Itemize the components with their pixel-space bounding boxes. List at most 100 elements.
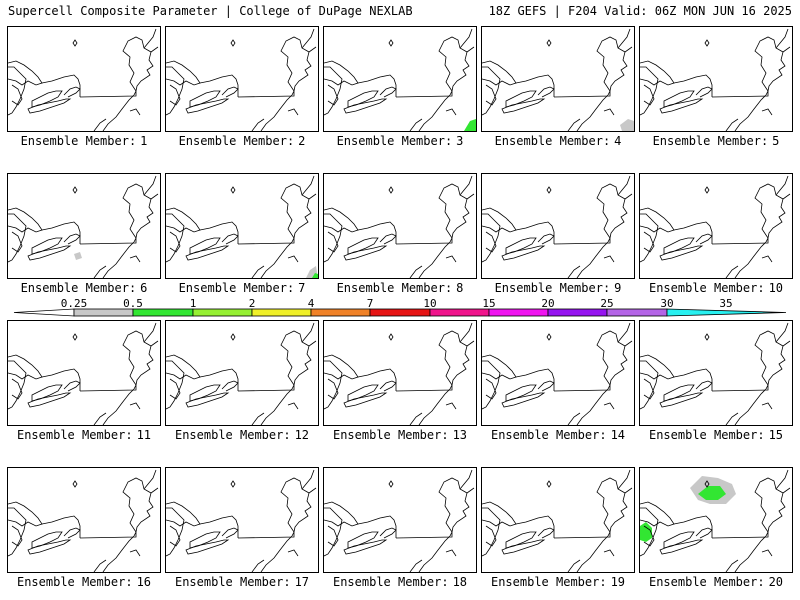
member-label-text: Ensemble Member: — [332, 428, 449, 442]
ensemble-member-map — [165, 467, 319, 573]
member-number: 14 — [610, 428, 626, 442]
member-number: 4 — [614, 134, 622, 148]
member-label-text: Ensemble Member: — [174, 428, 291, 442]
member-number: 16 — [136, 575, 152, 589]
member-label: Ensemble Member: 12 — [163, 428, 321, 442]
legend-color-bin — [73, 308, 134, 317]
legend-tick-label: 15 — [482, 297, 496, 310]
member-label: Ensemble Member: 8 — [321, 281, 479, 295]
legend-tick-label: 20 — [541, 297, 555, 310]
member-number: 17 — [294, 575, 310, 589]
member-label: Ensemble Member: 15 — [637, 428, 795, 442]
member-label-text: Ensemble Member: — [332, 575, 449, 589]
member-number: 6 — [140, 281, 148, 295]
member-label: Ensemble Member: 1 — [5, 134, 163, 148]
member-label-text: Ensemble Member: — [178, 281, 295, 295]
member-label: Ensemble Member: 4 — [479, 134, 637, 148]
legend-color-bin — [132, 308, 194, 317]
ensemble-member-map — [7, 320, 161, 426]
ensemble-member-map — [639, 467, 793, 573]
legend-tick-label: 35 — [719, 297, 733, 310]
ensemble-member-map — [165, 173, 319, 279]
member-label: Ensemble Member: 16 — [5, 575, 163, 589]
member-label: Ensemble Member: 17 — [163, 575, 321, 589]
member-label-text: Ensemble Member: — [652, 134, 769, 148]
member-label: Ensemble Member: 2 — [163, 134, 321, 148]
legend-below-arrow — [13, 308, 75, 317]
ensemble-member-map — [165, 26, 319, 132]
legend-tick-label: 4 — [307, 297, 315, 310]
ensemble-member-map — [481, 320, 635, 426]
member-label: Ensemble Member: 13 — [321, 428, 479, 442]
ensemble-member-map — [639, 173, 793, 279]
legend-color-bin — [606, 308, 668, 317]
member-number: 8 — [456, 281, 464, 295]
member-label: Ensemble Member: 11 — [5, 428, 163, 442]
member-label: Ensemble Member: 9 — [479, 281, 637, 295]
member-label: Ensemble Member: 14 — [479, 428, 637, 442]
legend-tick-label: 0.5 — [123, 297, 143, 310]
member-number: 3 — [456, 134, 464, 148]
member-number: 19 — [610, 575, 626, 589]
ensemble-member-map — [481, 467, 635, 573]
legend-color-bin — [369, 308, 431, 317]
member-label: Ensemble Member: 3 — [321, 134, 479, 148]
legend-color-bin — [547, 308, 608, 317]
member-number: 5 — [772, 134, 780, 148]
member-number: 9 — [614, 281, 622, 295]
member-number: 15 — [768, 428, 784, 442]
legend-tick-label: 25 — [600, 297, 614, 310]
ensemble-member-map — [323, 173, 477, 279]
legend-tick-label: 0.25 — [60, 297, 88, 310]
member-number: 2 — [298, 134, 306, 148]
legend-tick-label: 30 — [660, 297, 674, 310]
ensemble-member-map — [481, 173, 635, 279]
legend-tick-label: 7 — [366, 297, 374, 310]
member-label-text: Ensemble Member: — [336, 134, 453, 148]
member-label-text: Ensemble Member: — [490, 575, 607, 589]
member-label: Ensemble Member: 19 — [479, 575, 637, 589]
member-number: 18 — [452, 575, 468, 589]
member-label-text: Ensemble Member: — [494, 134, 611, 148]
member-label: Ensemble Member: 20 — [637, 575, 795, 589]
member-label: Ensemble Member: 6 — [5, 281, 163, 295]
legend-tick-label: 2 — [248, 297, 256, 310]
member-label-text: Ensemble Member: — [20, 281, 137, 295]
member-number: 13 — [452, 428, 468, 442]
member-label: Ensemble Member: 10 — [637, 281, 795, 295]
ensemble-member-map — [323, 320, 477, 426]
legend-color-bin — [429, 308, 490, 317]
ensemble-member-map — [323, 26, 477, 132]
member-label-text: Ensemble Member: — [494, 281, 611, 295]
member-number: 7 — [298, 281, 306, 295]
member-label-text: Ensemble Member: — [490, 428, 607, 442]
legend-color-bin — [666, 308, 787, 317]
legend-color-bin — [251, 308, 312, 317]
legend-tick-label: 1 — [189, 297, 197, 310]
member-label: Ensemble Member: 7 — [163, 281, 321, 295]
ensemble-member-map — [323, 467, 477, 573]
ensemble-member-map — [481, 26, 635, 132]
member-label-text: Ensemble Member: — [178, 134, 295, 148]
member-number: 12 — [294, 428, 310, 442]
ensemble-member-map — [7, 173, 161, 279]
member-number: 10 — [768, 281, 784, 295]
member-label-text: Ensemble Member: — [174, 575, 291, 589]
member-number: 1 — [140, 134, 148, 148]
legend-color-bin — [192, 308, 253, 317]
member-label-text: Ensemble Member: — [16, 575, 133, 589]
member-label-text: Ensemble Member: — [648, 575, 765, 589]
ensemble-member-map — [7, 467, 161, 573]
member-label-text: Ensemble Member: — [20, 134, 137, 148]
member-label: Ensemble Member: 5 — [637, 134, 795, 148]
member-label: Ensemble Member: 18 — [321, 575, 479, 589]
member-number: 11 — [136, 428, 152, 442]
member-label-text: Ensemble Member: — [648, 428, 765, 442]
ensemble-member-map — [165, 320, 319, 426]
member-label-text: Ensemble Member: — [648, 281, 765, 295]
legend-color-bin — [488, 308, 549, 317]
chart-title: Supercell Composite Parameter | College … — [8, 4, 413, 18]
legend-tick-label: 10 — [423, 297, 437, 310]
member-number: 20 — [768, 575, 784, 589]
legend-color-bin — [310, 308, 371, 317]
